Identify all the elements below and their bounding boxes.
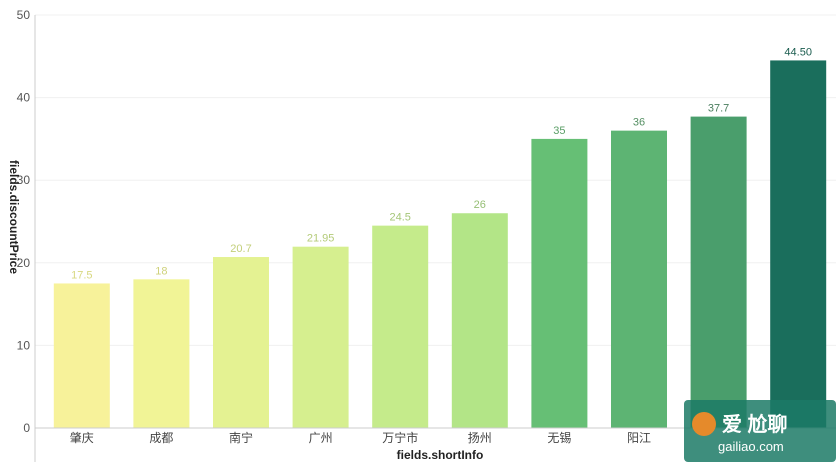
y-tick-label: 40: [17, 91, 31, 105]
value-label: 20.7: [230, 243, 251, 255]
value-labels: 17.5 18 20.7 21.95 24.5 26 35 36 37.7 44.50: [71, 46, 812, 281]
bar[interactable]: [611, 130, 667, 428]
y-tick-label: 30: [17, 173, 31, 187]
y-tick-label: 0: [23, 421, 30, 435]
value-label: 24.5: [389, 212, 410, 224]
x-axis-title: fields.shortInfo: [397, 448, 484, 462]
value-label: 35: [553, 125, 565, 137]
y-tick-label: 10: [17, 338, 31, 352]
watermark: 爱 尬聊 gailiao.com: [684, 400, 836, 462]
bar[interactable]: [133, 279, 190, 428]
logo-icon: [692, 412, 716, 436]
watermark-url: gailiao.com: [718, 439, 784, 454]
bar[interactable]: [451, 213, 508, 428]
value-label: 37.7: [708, 103, 729, 115]
bar[interactable]: [770, 60, 827, 429]
value-label: 36: [633, 117, 645, 129]
y-tick-label: 50: [17, 8, 31, 22]
x-tick-label: 阳江: [627, 431, 651, 445]
value-label: 21.95: [307, 233, 335, 245]
bar[interactable]: [372, 225, 429, 428]
bars: [53, 60, 827, 429]
x-axis-ticks: 肇庆 成都 南宁 广州 万宁市 扬州 无锡 阳江: [70, 430, 651, 445]
bar[interactable]: [531, 138, 588, 428]
x-tick-label: 扬州: [468, 430, 492, 445]
x-tick-label: 肇庆: [70, 430, 94, 445]
y-axis-ticks: 0 10 20 30 40 50: [17, 8, 31, 435]
value-label: 17.5: [71, 269, 92, 281]
bar[interactable]: [292, 246, 349, 428]
x-tick-label: 南宁: [229, 430, 253, 445]
bar[interactable]: [53, 283, 110, 428]
x-tick-label: 成都: [149, 431, 173, 445]
value-label: 18: [155, 265, 167, 277]
x-tick-label: 万宁市: [382, 430, 418, 445]
x-tick-label: 无锡: [547, 430, 571, 445]
x-tick-label: 广州: [309, 431, 333, 445]
y-tick-label: 20: [17, 256, 31, 270]
value-label: 44.50: [784, 46, 812, 58]
value-label: 26: [474, 199, 486, 211]
bar[interactable]: [690, 116, 747, 429]
bar[interactable]: [213, 257, 269, 428]
watermark-title: 爱 尬聊: [722, 412, 788, 436]
y-axis-title: fields.discountPrice: [7, 160, 21, 274]
